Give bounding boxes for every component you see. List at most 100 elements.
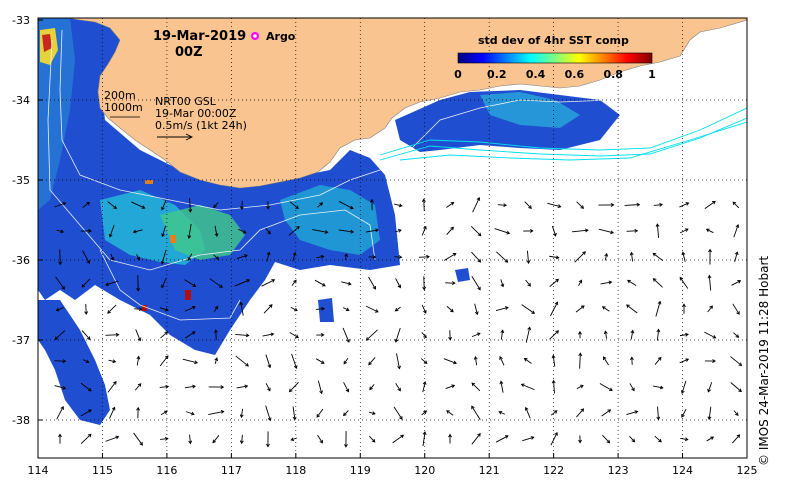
current-vector-arrow <box>58 249 63 266</box>
argo-marker-center <box>253 34 257 38</box>
current-vector-arrow <box>368 435 376 443</box>
current-vector-arrow <box>549 330 560 340</box>
data-patch-cyan-east <box>480 92 580 128</box>
current-vector-arrow <box>110 253 115 261</box>
current-vector-arrow <box>80 382 92 392</box>
contour-extra <box>99 249 241 321</box>
current-vector-arrow <box>730 382 742 393</box>
current-vector-arrow <box>344 431 348 448</box>
current-vector-arrow <box>80 433 92 445</box>
current-vector-arrow <box>471 433 481 445</box>
current-vector-arrow <box>214 357 219 365</box>
current-vector-arrow <box>734 251 739 263</box>
current-vector-arrow <box>499 380 504 393</box>
current-vector-arrow <box>135 329 142 342</box>
current-vector-arrow <box>707 406 712 421</box>
contour-legend-1000m: 1000m <box>104 101 143 114</box>
current-vector-arrow <box>315 358 325 364</box>
current-vector-arrow <box>707 274 712 291</box>
current-vector-arrow <box>549 255 560 260</box>
colorbar-tick-label: 0.4 <box>526 68 546 81</box>
current-vector-arrow <box>523 229 534 233</box>
current-vector-arrow <box>105 435 120 442</box>
x-axis-ticks: 114 115 116 117 118 119 120 121 122 123 124 125 <box>28 464 758 477</box>
current-vector-arrow <box>626 304 638 314</box>
data-speck-orange-1 <box>170 235 176 243</box>
current-vector-arrow <box>524 406 531 419</box>
current-vector-arrow <box>134 307 143 311</box>
current-vector-arrow <box>184 331 196 339</box>
current-vector-arrow <box>136 254 141 261</box>
current-vector-arrow <box>576 408 585 418</box>
x-tick-label: 118 <box>285 464 306 477</box>
current-vector-arrow <box>365 228 379 233</box>
current-vector-arrow <box>393 406 403 420</box>
data-patch-small-south <box>318 298 334 322</box>
product-info-line2: 19-Mar 00:00Z <box>155 107 237 120</box>
sst-data-field <box>38 18 620 425</box>
current-vector-arrow <box>54 359 67 364</box>
colorbar-title: std dev of 4hr SST comp <box>478 34 629 47</box>
current-vector-arrow <box>368 411 376 416</box>
current-vector-arrow <box>344 253 349 261</box>
current-vector-arrow <box>312 229 329 234</box>
current-vector-arrow <box>160 410 168 416</box>
current-vector-arrow <box>550 301 559 317</box>
current-vector-arrow <box>343 358 349 365</box>
current-vector-arrow <box>679 276 689 289</box>
x-tick-label: 117 <box>221 464 242 477</box>
data-patch-cyan-2 <box>280 185 380 255</box>
current-vector-arrow <box>236 384 249 389</box>
title-hour: 00Z <box>175 45 203 60</box>
current-vector-arrow <box>498 410 506 415</box>
current-vector-arrow <box>266 251 271 262</box>
credit-text: © IMOS 24-Mar-2019 11:28 Hobart <box>757 255 771 466</box>
current-vector-arrow <box>136 275 141 292</box>
current-vector-arrow <box>653 385 664 390</box>
current-vectors <box>54 197 743 448</box>
current-vector-arrow <box>81 278 91 288</box>
current-vector-arrow <box>131 201 146 209</box>
current-vector-arrow <box>471 405 481 421</box>
current-vector-arrow <box>604 252 609 261</box>
x-tick-label: 115 <box>92 464 113 477</box>
bathymetry-contours <box>47 29 747 321</box>
y-tick-label: -34 <box>12 94 30 107</box>
current-vector-arrow <box>680 380 687 394</box>
current-vector-arrow <box>574 251 586 263</box>
current-vector-arrow <box>551 354 556 367</box>
current-vector-arrow <box>474 303 479 316</box>
x-tick-label: 120 <box>414 464 435 477</box>
altimetry-tracks <box>379 107 747 161</box>
current-vector-arrow <box>495 306 509 311</box>
current-vector-arrow <box>265 354 272 369</box>
current-vector-arrow <box>500 329 505 340</box>
current-vector-arrow <box>730 356 743 366</box>
current-vector-arrow <box>80 229 92 233</box>
current-vector-arrow <box>624 202 641 207</box>
current-vector-arrow <box>601 306 610 312</box>
current-vector-arrow <box>341 281 352 286</box>
current-vector-arrow <box>239 301 244 316</box>
current-vector-arrow <box>314 279 326 287</box>
current-vector-arrow <box>656 328 661 341</box>
current-vector-arrow <box>578 435 582 444</box>
current-vector-arrow <box>213 202 219 209</box>
current-vector-arrow <box>159 307 169 312</box>
current-vector-arrow <box>654 356 662 365</box>
current-vector-arrow <box>54 201 67 208</box>
colorbar-tick-label: 0 <box>454 68 462 81</box>
current-vector-arrow <box>551 225 557 237</box>
current-vector-arrow <box>499 356 505 366</box>
current-vector-arrow <box>733 410 739 417</box>
current-vector-arrow <box>629 383 635 392</box>
current-vector-arrow <box>107 304 117 314</box>
current-vector-arrow <box>707 305 713 313</box>
current-vector-arrow <box>522 436 535 442</box>
current-vector-arrow <box>261 279 276 287</box>
current-vector-arrow <box>576 384 584 389</box>
current-vector-arrow <box>105 280 119 287</box>
data-patch-green <box>160 205 245 260</box>
current-vector-arrow <box>133 432 143 446</box>
current-vector-arrow <box>682 303 686 314</box>
